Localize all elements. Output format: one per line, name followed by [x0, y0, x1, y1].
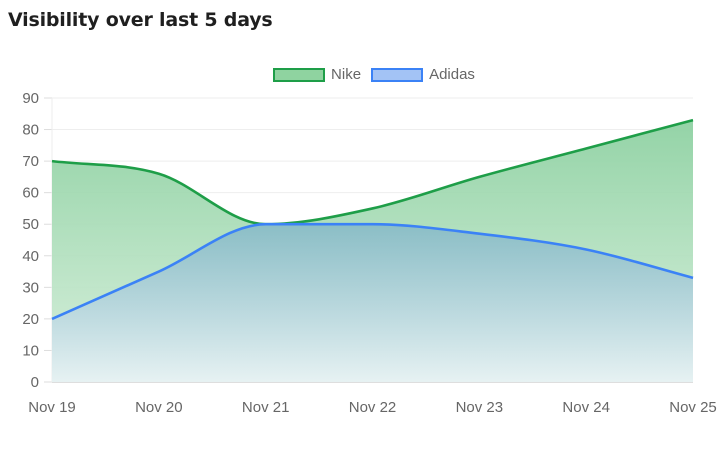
x-tick-label: Nov 19 [28, 399, 76, 416]
x-tick-label: Nov 22 [349, 399, 397, 416]
series-lines [51, 118, 694, 321]
y-tick-label: 30 [22, 279, 39, 296]
y-tick-label: 20 [22, 311, 39, 328]
legend-label: Nike [331, 66, 362, 83]
adidas-area [52, 224, 693, 382]
y-tick-label: 40 [22, 248, 39, 265]
nike-line [51, 118, 694, 226]
x-tick-label: Nov 25 [669, 399, 717, 416]
chart-legend: Nike Adidas [0, 66, 728, 83]
x-tick-label: Nov 21 [242, 399, 290, 416]
y-tick-label: 50 [22, 216, 39, 233]
legend-item-nike[interactable]: Nike [273, 66, 361, 83]
x-tick-label: Nov 23 [456, 399, 504, 416]
adidas-swatch-icon [371, 67, 424, 82]
y-tick-label: 10 [22, 342, 39, 359]
x-tick-label: Nov 20 [135, 399, 183, 416]
y-tick-label: 70 [22, 153, 39, 170]
series-areas [52, 120, 693, 382]
chart-title: Visibility over last 5 days [8, 9, 273, 31]
y-tick-label: 60 [22, 185, 39, 202]
y-axis: 0 10 20 30 40 50 60 70 80 90 [22, 90, 39, 391]
adidas-line [51, 222, 694, 321]
nike-swatch-icon [273, 67, 326, 82]
x-axis: Nov 19 Nov 20 Nov 21 Nov 22 Nov 23 Nov 24 Nov … [28, 399, 717, 416]
y-tick-label: 90 [22, 90, 39, 107]
legend-label: Adidas [429, 66, 475, 83]
x-tick-label: Nov 24 [562, 399, 610, 416]
y-tick-label: 0 [31, 374, 39, 391]
legend-item-adidas[interactable]: Adidas [371, 66, 475, 83]
y-tick-label: 80 [22, 122, 39, 139]
